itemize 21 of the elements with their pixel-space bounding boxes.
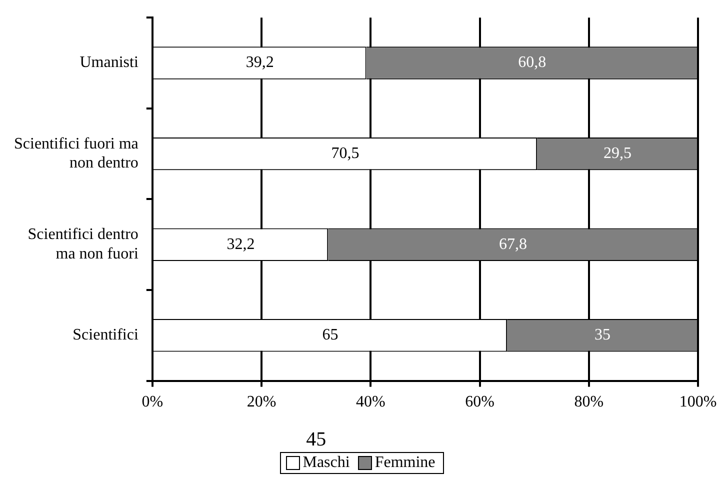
y-tick-label: Umanisti [80, 54, 139, 72]
legend-label: Femmine [374, 454, 436, 472]
x-tick-label: 40% [356, 394, 386, 411]
data-label: 60,8 [518, 54, 546, 72]
x-tick-label: 60% [465, 394, 494, 411]
y-tick-label: Scientifici fuori ma non dentro [14, 135, 138, 172]
data-label: 39,2 [246, 54, 274, 72]
y-tick-label: Scientifici dentro ma non fuori [28, 226, 139, 262]
text: 45 [306, 428, 326, 450]
data-label: 35 [594, 326, 611, 344]
legend-label: Maschi [302, 454, 350, 472]
data-label: 32,2 [226, 236, 255, 253]
x-tick-label: 20% [246, 394, 276, 411]
data-label: 29,5 [604, 145, 632, 162]
data-label: 67,8 [499, 236, 528, 253]
x-tick-label: 0% [142, 394, 164, 411]
x-tick-label: 100% [679, 394, 717, 411]
y-tick-label: Scientifici [72, 326, 139, 344]
data-label: 70,5 [331, 145, 360, 162]
data-label: 65 [322, 326, 338, 344]
x-tick-label: 80% [574, 394, 604, 411]
